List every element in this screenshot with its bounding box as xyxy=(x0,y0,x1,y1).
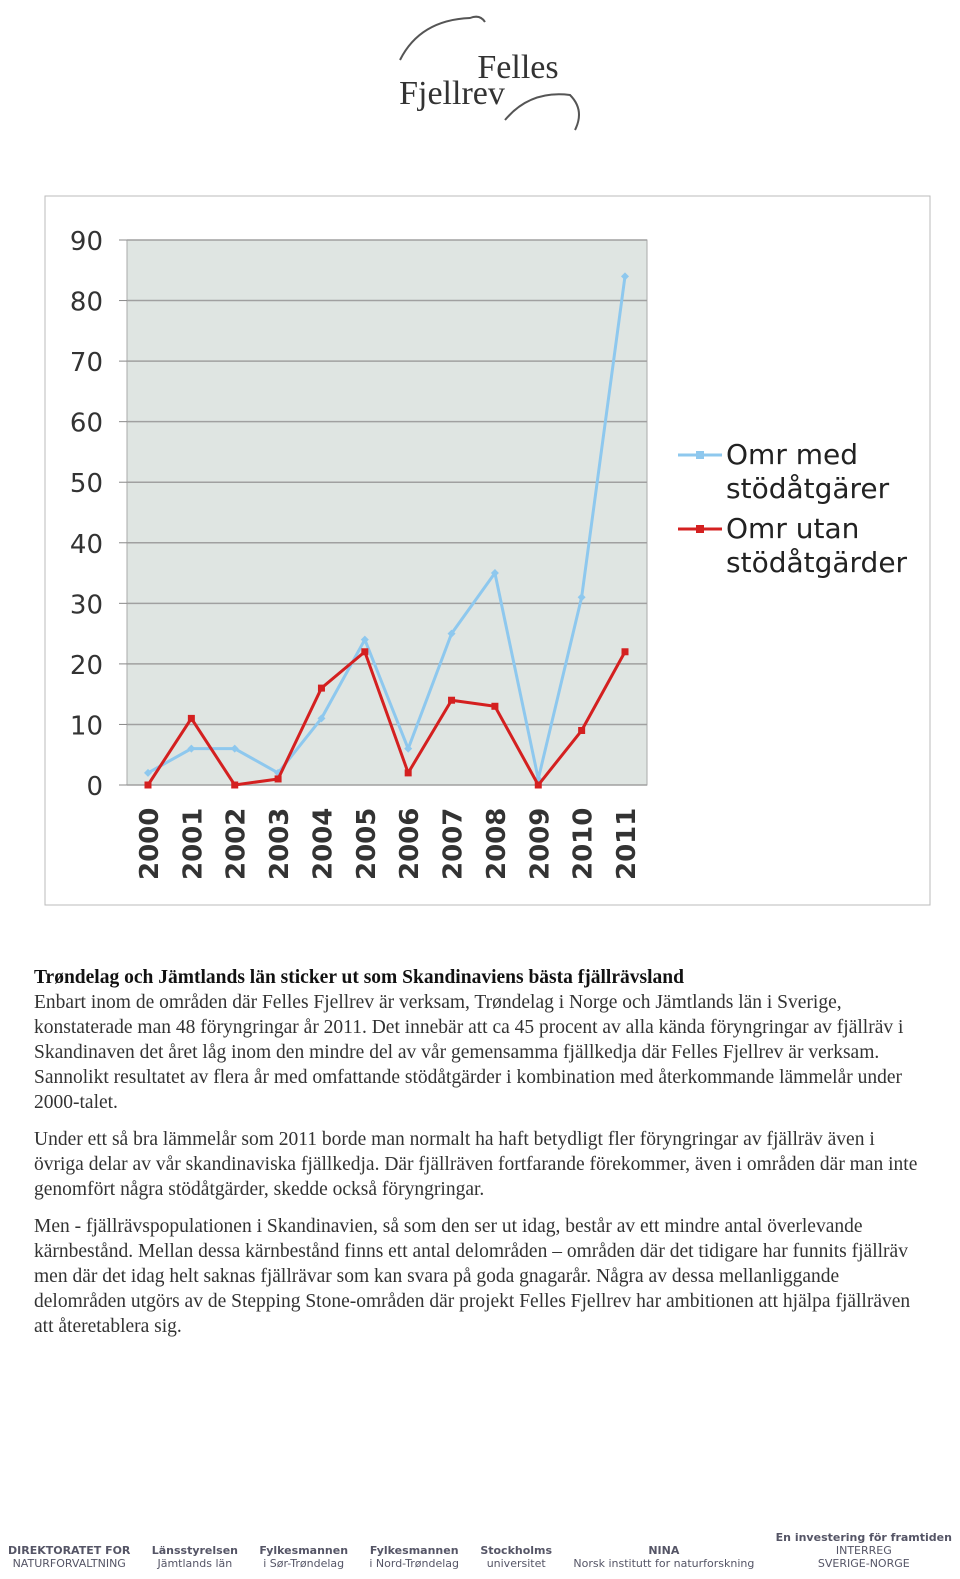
point xyxy=(621,648,629,656)
legend-swatch xyxy=(678,512,726,546)
point xyxy=(491,702,499,710)
legend-entry: Omr utan stödåtgärder xyxy=(678,512,928,580)
logo-text: Jämtlands län xyxy=(157,1557,233,1570)
logo-text: Fjellrev xyxy=(399,75,505,112)
x-tick-label: 2008 xyxy=(482,808,512,880)
logo-text: DIREKTORATET FOR xyxy=(8,1544,131,1557)
y-tick-label: 90 xyxy=(70,227,103,257)
chart: Felles Fjellrev 0 10 20 30 40 50 60 70 80 90 2000 2… xyxy=(44,15,931,906)
x-tick-label: 2005 xyxy=(352,808,382,880)
logo-text: SVERIGE-NORGE xyxy=(817,1557,910,1570)
legend-symbol xyxy=(678,525,722,533)
legend: Omr med stödåtgärer Omr utan stödåtgärder xyxy=(678,438,928,586)
x-tick-label: 2011 xyxy=(612,808,642,880)
y-tick-label: 40 xyxy=(70,530,103,560)
legend-marker xyxy=(696,451,704,459)
logo: DIREKTORATET FOR NATURFORVALTNING xyxy=(8,1544,130,1570)
point xyxy=(621,272,629,281)
logo-text: Felles xyxy=(477,49,558,86)
logo: Fylkesmannen i Sør-Trøndelag xyxy=(259,1544,348,1570)
legend-label: Omr med stödåtgärer xyxy=(726,438,890,505)
x-tick-label: 2006 xyxy=(395,808,425,880)
logo-text: INTERREG xyxy=(835,1544,892,1557)
logo: Fylkesmannen i Nord-Trøndelag xyxy=(369,1544,459,1570)
point xyxy=(361,648,369,656)
series-line xyxy=(147,276,627,780)
point xyxy=(274,775,282,783)
point xyxy=(404,744,413,753)
y-tick-label: 20 xyxy=(70,651,103,681)
logo-text: Norsk institutt for naturforskning xyxy=(573,1557,755,1570)
x-tick-label: 2001 xyxy=(178,808,208,880)
point xyxy=(360,635,369,644)
logo-text: NATURFORVALTNING xyxy=(12,1557,126,1570)
legend-entry: Omr med stödåtgärer xyxy=(678,438,928,506)
logo-text: En investering för framtiden xyxy=(775,1531,952,1544)
point xyxy=(230,744,239,753)
point xyxy=(490,569,499,578)
point xyxy=(187,714,195,722)
series-line xyxy=(146,649,627,788)
point xyxy=(577,593,586,602)
point xyxy=(231,781,239,789)
point xyxy=(534,781,542,789)
legend-label: Omr utan stödåtgärder xyxy=(726,512,908,579)
logo-text: Länsstyrelsen xyxy=(151,1544,238,1557)
y-tick-label: 30 xyxy=(70,590,103,620)
heading: Trøndelag och Jämtlands län sticker ut s… xyxy=(34,967,684,988)
article: Trøndelag och Jämtlands län sticker ut s… xyxy=(34,965,924,1351)
x-tick-label: 2002 xyxy=(222,808,252,880)
point xyxy=(317,684,325,692)
logo-text: Fylkesmannen xyxy=(259,1544,349,1557)
paragraph: Under ett så bra lämmelår som 2011 borde… xyxy=(34,1129,918,1200)
point xyxy=(144,768,152,777)
legend-marker xyxy=(696,525,704,533)
logo-text: universitet xyxy=(486,1557,546,1570)
point xyxy=(578,727,586,734)
x-tick-label: 2007 xyxy=(439,808,469,880)
point xyxy=(317,714,326,723)
y-tick-label: 50 xyxy=(70,469,103,499)
x-tick-label: 2000 xyxy=(135,808,165,880)
logo-text: i Nord-Trøndelag xyxy=(369,1557,459,1570)
logo: NINA Norsk institutt for naturforskning xyxy=(573,1544,754,1570)
legend-swatch xyxy=(678,438,726,472)
logo: Stockholms universitet xyxy=(480,1544,552,1570)
logo-text: Fylkesmannen xyxy=(369,1544,459,1557)
y-tick-label: 60 xyxy=(70,409,103,439)
logo-fox xyxy=(399,15,580,131)
y-tick-label: 0 xyxy=(86,772,103,802)
point xyxy=(404,769,412,777)
x-tick-label: 2010 xyxy=(569,808,599,880)
paragraph: Enbart inom de områden där Felles Fjellr… xyxy=(34,992,904,1113)
point xyxy=(187,744,196,753)
y-tick-label: 10 xyxy=(70,711,103,741)
logo-text: Stockholms xyxy=(480,1544,553,1557)
point xyxy=(448,696,456,704)
point xyxy=(144,781,152,789)
point xyxy=(447,629,456,638)
x-tick-label: 2009 xyxy=(525,808,555,880)
y-tick-label: 70 xyxy=(70,348,103,378)
logo-text: i Sør-Trøndelag xyxy=(263,1557,345,1570)
footer: DIREKTORATET FOR NATURFORVALTNING Länsstyr… xyxy=(0,1470,960,1570)
logo: En investering för framtiden INTERREG SVER… xyxy=(776,1531,952,1570)
logo-text: NINA xyxy=(648,1544,680,1557)
plot-area xyxy=(126,239,648,786)
logo: Länsstyrelsen Jämtlands län xyxy=(152,1544,238,1570)
paragraph: Men - fjällrävspopulationen i Skandinavi… xyxy=(34,1216,911,1337)
legend-symbol xyxy=(678,451,722,459)
y-tick-label: 80 xyxy=(70,288,103,318)
x-tick-label: 2004 xyxy=(308,808,338,880)
x-tick-label: 2003 xyxy=(265,808,295,880)
